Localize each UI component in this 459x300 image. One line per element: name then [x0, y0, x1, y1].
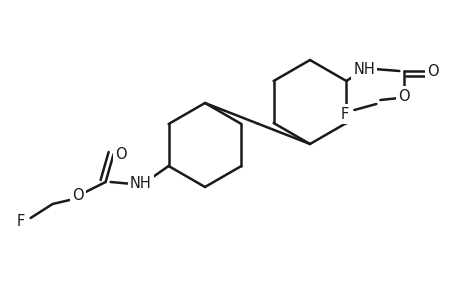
Text: O: O [115, 146, 126, 161]
Text: NH: NH [129, 176, 151, 191]
Text: O: O [72, 188, 83, 203]
Text: F: F [17, 214, 25, 230]
Text: NH: NH [353, 61, 375, 76]
Text: O: O [426, 64, 438, 79]
Text: F: F [340, 106, 348, 122]
Text: O: O [397, 88, 409, 104]
